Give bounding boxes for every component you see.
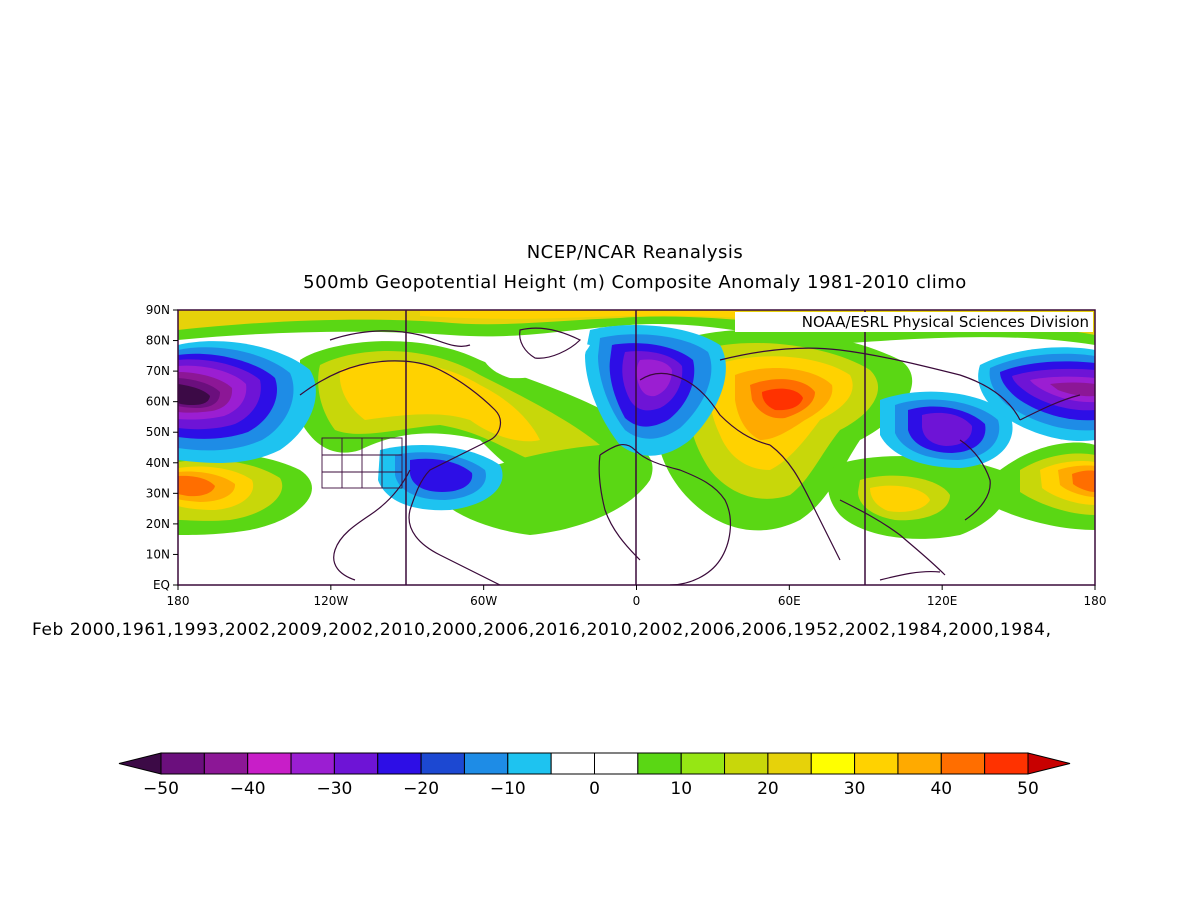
colorbar-swatch <box>160 752 205 775</box>
colorbar-swatch <box>550 752 596 775</box>
composite-years-caption: Feb 2000,1961,1993,2002,2009,2002,2010,2… <box>32 620 1052 640</box>
colorbar-swatch <box>333 752 379 775</box>
lat-tick-label: 80N <box>146 334 170 348</box>
colorbar-swatch <box>594 752 639 775</box>
lat-tick-label: 20N <box>146 517 170 531</box>
lat-tick-label: 90N <box>146 303 170 317</box>
us-states <box>321 437 403 489</box>
credit-label: NOAA/ESRL Physical Sciences Division <box>802 313 1089 331</box>
colorbar-swatch <box>897 752 942 775</box>
colorbar-swatch <box>810 752 856 775</box>
colorbar-swatch <box>680 752 726 775</box>
colorbar-swatch <box>203 752 249 775</box>
colorbar-label: −20 <box>403 779 439 799</box>
lat-tick-label: 70N <box>146 364 170 378</box>
colorbar-swatch <box>984 752 1029 775</box>
lon-tick-label: 180 <box>167 594 190 608</box>
colorbar-swatch <box>637 752 682 775</box>
lon-axis: 180 120W 60W 0 60E 120E 180 <box>167 585 1107 608</box>
colorbar-min-arrow <box>118 752 162 775</box>
lat-tick-label: 40N <box>146 456 170 470</box>
colorbar-swatch <box>854 752 899 775</box>
colorbar-swatch <box>247 752 292 775</box>
lat-tick-label: 30N <box>146 486 170 500</box>
colorbar-label: −30 <box>316 779 352 799</box>
lat-axis: EQ 10N 20N 30N 40N 50N 60N 70N 80N 90N <box>146 303 178 592</box>
lon-tick-label: 60W <box>470 594 497 608</box>
colorbar: −50 −40 −30 −20 −10 0 10 20 30 40 50 <box>118 752 1071 799</box>
colorbar-label: −10 <box>490 779 526 799</box>
chart-subtitle: 500mb Geopotential Height (m) Composite … <box>303 272 967 293</box>
colorbar-swatch <box>463 752 509 775</box>
lat-tick-label: 10N <box>146 547 170 561</box>
colorbar-label: −40 <box>230 779 266 799</box>
colorbar-swatch <box>940 752 986 775</box>
colorbar-label: 30 <box>844 779 866 799</box>
chart-title: NCEP/NCAR Reanalysis <box>526 242 744 263</box>
colorbar-label: −50 <box>143 779 179 799</box>
colorbar-swatch <box>420 752 465 775</box>
colorbar-swatch <box>724 752 769 775</box>
colorbar-max-arrow <box>1027 752 1071 775</box>
lon-tick-label: 0 <box>633 594 641 608</box>
lat-tick-label: 50N <box>146 425 170 439</box>
colorbar-label: 10 <box>670 779 692 799</box>
colorbar-swatch <box>290 752 335 775</box>
coastlines <box>299 327 1081 585</box>
meridian-lines <box>405 310 866 585</box>
lon-tick-label: 180 <box>1084 594 1107 608</box>
contour-fills <box>178 310 1095 539</box>
colorbar-label: 40 <box>930 779 952 799</box>
colorbar-label: 0 <box>589 779 600 799</box>
lon-tick-label: 60E <box>778 594 801 608</box>
lon-tick-label: 120E <box>927 594 958 608</box>
lat-tick-label: 60N <box>146 395 170 409</box>
colorbar-label: 50 <box>1017 779 1039 799</box>
lat-tick-label: EQ <box>153 578 170 592</box>
colorbar-swatch <box>377 752 422 775</box>
lon-tick-label: 120W <box>313 594 348 608</box>
colorbar-swatch <box>767 752 812 775</box>
colorbar-swatch <box>507 752 552 775</box>
colorbar-label: 20 <box>757 779 779 799</box>
